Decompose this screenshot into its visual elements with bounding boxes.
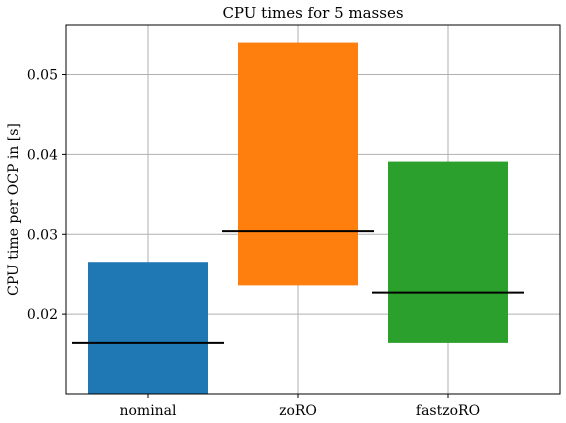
y-tick-label: 0.03 xyxy=(27,227,58,243)
x-tick-label-fastzoRO: fastzoRO xyxy=(416,403,480,419)
bar-nominal xyxy=(88,262,208,394)
chart-title: CPU times for 5 masses xyxy=(222,4,403,22)
y-tick-label: 0.05 xyxy=(27,68,58,84)
bar-zoRO xyxy=(238,42,358,286)
plot-frame xyxy=(65,24,561,395)
y-tick-label: 0.02 xyxy=(27,307,58,323)
x-tick-label-nominal: nominal xyxy=(119,403,177,419)
y-axis-label: CPU time per OCP in [s] xyxy=(6,123,22,296)
bar-fastzoRO xyxy=(388,161,508,343)
y-tick-label: 0.04 xyxy=(27,147,58,163)
axis-ticks: 0.02 0.03 0.04 0.05 nominal zoRO fastzoRO xyxy=(27,68,480,419)
x-tick-label-zoRO: zoRO xyxy=(279,403,317,419)
median-lines xyxy=(72,230,524,344)
bars xyxy=(88,42,508,394)
